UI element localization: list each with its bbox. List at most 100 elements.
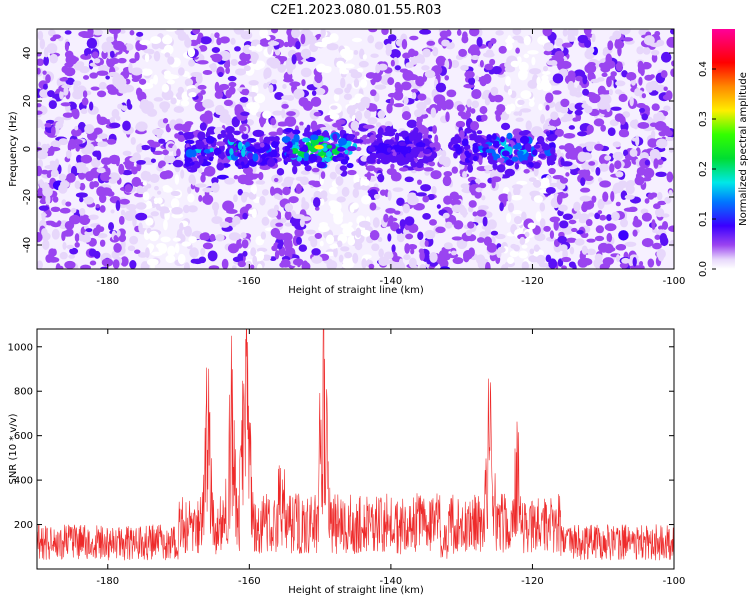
heatmap-cell	[249, 173, 262, 178]
heatmap-cell	[115, 200, 121, 211]
heatmap-cell	[112, 259, 120, 269]
heatmap-cell	[148, 230, 160, 242]
heatmap-cell	[204, 113, 214, 124]
heatmap-cell	[547, 160, 556, 165]
heatmap-cell	[223, 62, 231, 69]
heatmap-cell	[511, 184, 523, 190]
heatmap-cell	[649, 148, 661, 159]
heatmap-cell	[422, 148, 431, 155]
heatmap-cell	[588, 161, 596, 166]
heatmap-cell	[230, 37, 236, 45]
heatmap-cell	[199, 122, 207, 131]
heatmap-cell	[450, 136, 459, 145]
heatmap-cell	[346, 162, 354, 169]
heatmap-cell	[150, 263, 155, 269]
heatmap-cell	[538, 103, 543, 111]
heatmap-cell	[227, 75, 237, 82]
heatmap-cell	[248, 91, 258, 97]
heatmap-cell	[534, 232, 546, 242]
heatmap-cell	[521, 211, 527, 221]
heatmap-cell	[336, 196, 346, 203]
heatmap-cell	[629, 265, 642, 269]
heatmap-cell	[578, 213, 590, 223]
heatmap-cell	[644, 159, 650, 166]
heatmap-cell	[577, 131, 588, 137]
heatmap-cell	[58, 173, 67, 181]
heatmap-cell	[375, 122, 382, 128]
heatmap-cell	[146, 183, 152, 189]
heatmap-cell	[389, 49, 401, 59]
heatmap-cell	[424, 170, 430, 176]
heatmap-cell	[308, 235, 316, 242]
heatmap-cell	[55, 121, 64, 129]
x-tick-label: -100	[663, 276, 686, 287]
heatmap-cell	[487, 41, 493, 49]
heatmap-cell	[60, 180, 70, 189]
heatmap-cell	[218, 83, 230, 91]
heatmap-cell	[37, 232, 43, 243]
heatmap-cell	[69, 214, 81, 225]
heatmap-cell	[443, 170, 453, 177]
heatmap-cell	[407, 223, 419, 234]
heatmap-cell	[664, 129, 673, 137]
heatmap-cell	[610, 71, 617, 77]
heatmap-cell	[445, 111, 450, 122]
heatmap-cell	[233, 29, 245, 35]
heatmap-cell	[262, 110, 272, 119]
heatmap-cell	[266, 158, 276, 168]
heatmap-cell	[50, 140, 61, 149]
heatmap-cell	[494, 233, 506, 240]
heatmap-cell	[377, 110, 386, 119]
heatmap-cell	[399, 219, 406, 228]
heatmap-cell	[214, 81, 220, 93]
heatmap-cell	[284, 203, 294, 212]
heatmap-cell	[636, 46, 644, 55]
heatmap-cell	[508, 140, 514, 145]
heatmap-cell	[108, 178, 118, 184]
heatmap-cell	[97, 141, 109, 148]
heatmap-cell	[295, 41, 301, 50]
heatmap-cell	[219, 36, 230, 44]
heatmap-cell	[565, 237, 577, 243]
heatmap-cell	[553, 220, 559, 231]
heatmap-cell	[263, 67, 272, 79]
heatmap-cell	[261, 216, 270, 226]
heatmap-cell	[618, 128, 629, 138]
heatmap-cell	[376, 158, 382, 165]
heatmap-cell	[422, 212, 431, 220]
heatmap-cell	[523, 35, 531, 46]
heatmap-cell	[135, 212, 148, 221]
heatmap-cell	[243, 65, 251, 72]
heatmap-cell	[562, 248, 568, 260]
heatmap-cell	[403, 254, 411, 261]
heatmap-cell	[149, 141, 161, 148]
heatmap-cell	[653, 203, 661, 210]
heatmap-cell	[233, 194, 238, 203]
heatmap-cell	[634, 88, 642, 97]
heatmap-cell	[143, 157, 152, 163]
heatmap-cell	[463, 83, 475, 89]
heatmap-cell	[656, 248, 666, 260]
heatmap-cell	[313, 111, 322, 117]
heatmap-cell	[253, 63, 262, 71]
heatmap-cell	[239, 96, 249, 103]
heatmap-cell	[270, 117, 277, 126]
heatmap-cell	[96, 186, 106, 197]
x-tick-label: -160	[238, 576, 261, 587]
heatmap-cell	[345, 140, 352, 146]
heatmap-cell	[615, 80, 626, 87]
heatmap-cell	[37, 67, 41, 75]
heatmap-cell	[220, 115, 229, 121]
heatmap-cell	[287, 242, 293, 249]
heatmap-cell	[388, 215, 394, 222]
heatmap-cell	[567, 33, 573, 41]
heatmap-cell	[601, 110, 613, 115]
heatmap-cell	[471, 88, 482, 100]
heatmap-cell	[671, 60, 674, 67]
heatmap-cell	[234, 104, 244, 115]
heatmap-cell	[413, 202, 425, 211]
heatmap-cell	[460, 64, 469, 71]
heatmap-cell	[281, 108, 286, 119]
heatmap-cell	[432, 46, 439, 57]
heatmap-cell	[641, 238, 654, 248]
